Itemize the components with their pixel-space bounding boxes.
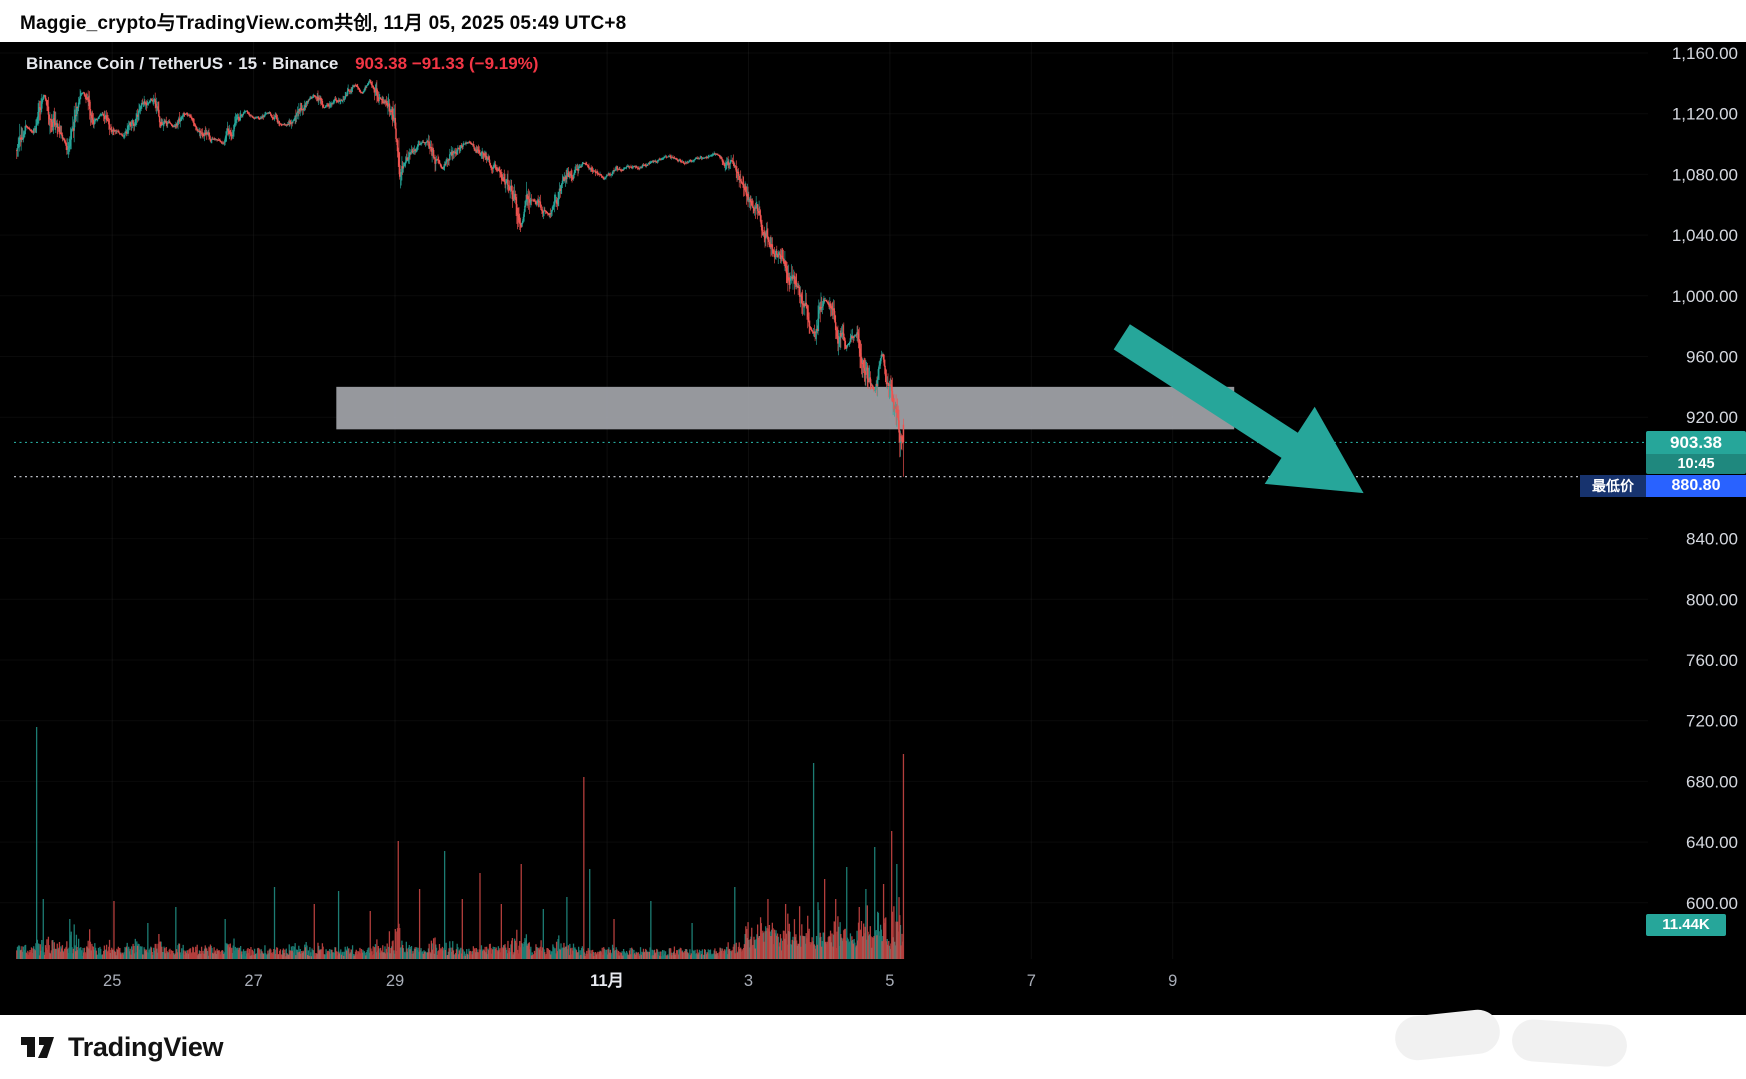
price-tick-label: 1,080.00 bbox=[1672, 165, 1738, 184]
time-axis[interactable]: 25 27 29 11月 3 5 7 9 bbox=[103, 971, 1177, 990]
time-tick-label: 27 bbox=[244, 972, 262, 990]
price-tick-label: 1,000.00 bbox=[1672, 287, 1738, 306]
price-tick-label: 1,120.00 bbox=[1672, 105, 1738, 124]
watermark-remnant bbox=[1510, 1018, 1629, 1068]
price-tick-label: 840.00 bbox=[1686, 530, 1738, 549]
volume-bars-up bbox=[16, 727, 902, 959]
volume-badge: 11.44K bbox=[1646, 914, 1726, 936]
lowest-price-label: 最低价 bbox=[1580, 475, 1646, 497]
down-arrow-annotation[interactable] bbox=[1113, 324, 1364, 494]
price-chart-svg: 1,160.00 1,120.00 1,080.00 1,040.00 1,000.00… bbox=[0, 42, 1746, 1015]
time-tick-label: 7 bbox=[1027, 972, 1036, 990]
header-bar: Maggie_crypto与TradingView.com共创, 11月 05,… bbox=[0, 0, 1746, 42]
symbol-title[interactable]: Binance Coin / TetherUS · 15 · Binance bbox=[26, 54, 339, 73]
volume-bars-down bbox=[16, 754, 905, 959]
grid-lines bbox=[0, 42, 1648, 959]
time-tick-label: 5 bbox=[885, 972, 894, 990]
symbol-quote-change: 903.38 −91.33 (−9.19%) bbox=[355, 54, 539, 73]
price-tick-label: 800.00 bbox=[1686, 590, 1738, 609]
time-tick-label: 3 bbox=[744, 972, 753, 990]
chart-area[interactable]: 1,160.00 1,120.00 1,080.00 1,040.00 1,000.00… bbox=[0, 42, 1746, 1015]
price-tick-label: 960.00 bbox=[1686, 348, 1738, 367]
chart-background bbox=[0, 42, 1746, 1015]
lowest-price-badge: 最低价 880.80 bbox=[1580, 475, 1746, 497]
candle-bodies-down bbox=[16, 80, 905, 443]
time-tick-label: 11月 bbox=[590, 971, 624, 990]
time-tick-label: 9 bbox=[1168, 972, 1177, 990]
price-tick-label: 1,160.00 bbox=[1672, 44, 1738, 63]
time-tick-label: 29 bbox=[386, 972, 404, 990]
supply-zone-rectangle[interactable] bbox=[336, 386, 1235, 430]
time-tick-label: 25 bbox=[103, 972, 121, 990]
last-price-value: 903.38 bbox=[1670, 433, 1722, 452]
price-tick-label: 720.00 bbox=[1686, 712, 1738, 731]
header-title: Maggie_crypto与TradingView.com共创, 11月 05,… bbox=[20, 12, 627, 34]
bar-countdown: 10:45 bbox=[1646, 454, 1746, 474]
symbol-info[interactable]: Binance Coin / TetherUS · 15 · Binance 9… bbox=[26, 54, 538, 74]
price-tick-label: 1,040.00 bbox=[1672, 226, 1738, 245]
price-tick-label: 680.00 bbox=[1686, 772, 1738, 791]
price-axis[interactable]: 1,160.00 1,120.00 1,080.00 1,040.00 1,000.00… bbox=[1672, 44, 1738, 913]
footer-brand-text[interactable]: TradingView bbox=[68, 1031, 224, 1062]
price-tick-label: 600.00 bbox=[1686, 894, 1738, 913]
tradingview-logo-icon[interactable] bbox=[18, 1032, 58, 1062]
price-tick-label: 640.00 bbox=[1686, 833, 1738, 852]
lowest-price-value: 880.80 bbox=[1646, 475, 1746, 497]
price-tick-label: 760.00 bbox=[1686, 651, 1738, 670]
last-price-badge: 903.38 10:45 bbox=[1646, 431, 1746, 474]
price-tick-label: 920.00 bbox=[1686, 408, 1738, 427]
